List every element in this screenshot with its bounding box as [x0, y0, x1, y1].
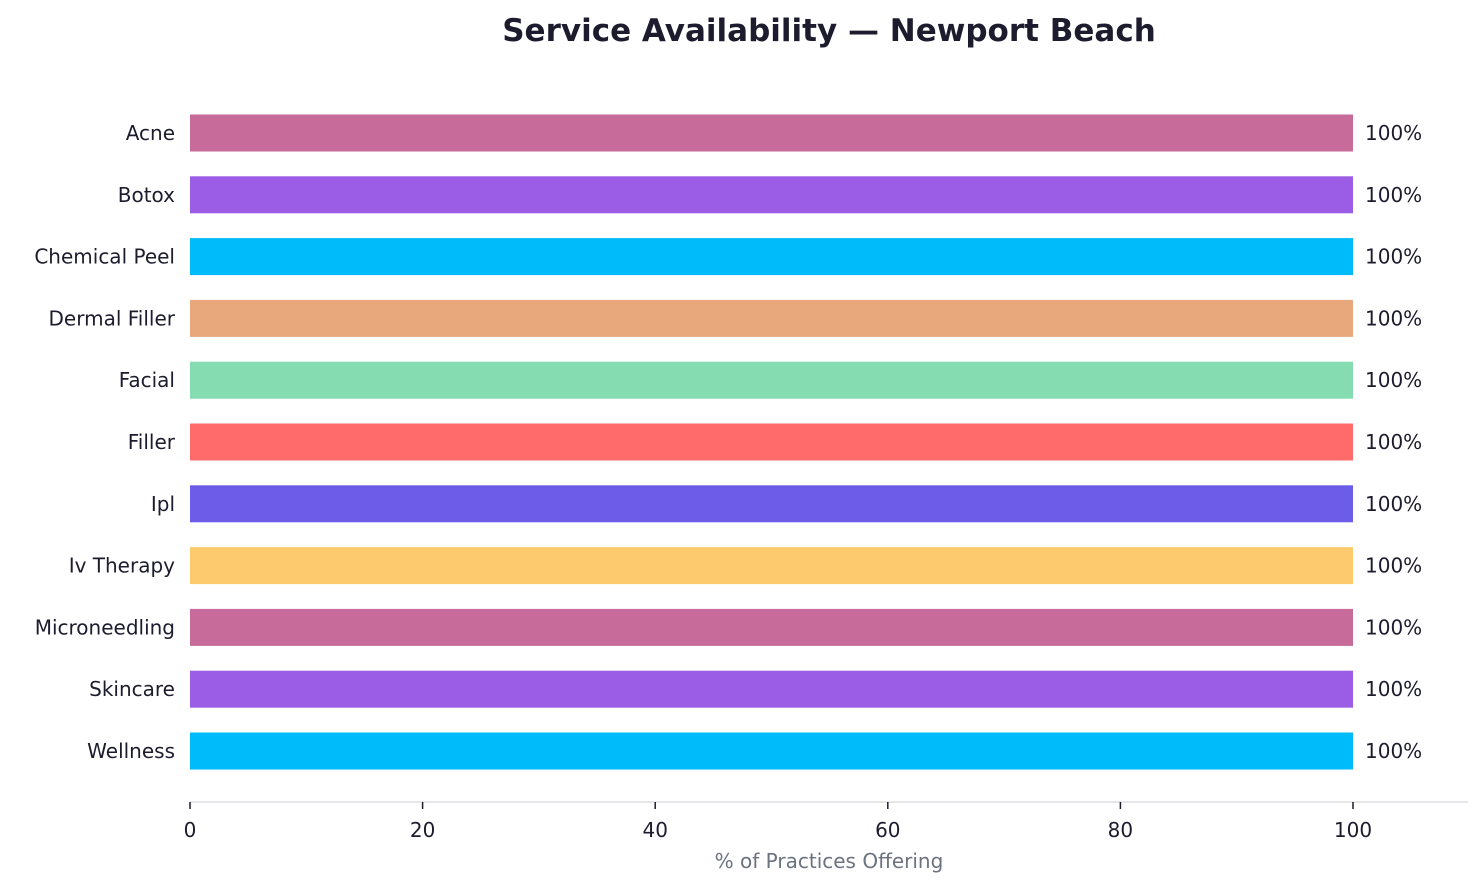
data-label: 100% — [1365, 492, 1422, 516]
y-tick-label: Filler — [128, 430, 176, 454]
bar-chemical-peel — [190, 238, 1353, 276]
data-label: 100% — [1365, 368, 1422, 392]
data-label: 100% — [1365, 121, 1422, 145]
x-tick-label: 40 — [642, 818, 667, 842]
y-tick-label: Skincare — [89, 677, 175, 701]
bar-facial — [190, 361, 1353, 399]
x-tick-label: 20 — [410, 818, 435, 842]
data-label: 100% — [1365, 615, 1422, 639]
data-label: 100% — [1365, 430, 1422, 454]
y-tick-label: Ipl — [151, 492, 175, 516]
x-tick-label: 0 — [184, 818, 197, 842]
bar-ipl — [190, 485, 1353, 523]
y-tick-label: Botox — [118, 183, 175, 207]
bar-botox — [190, 176, 1353, 214]
y-tick-label: Iv Therapy — [69, 554, 175, 578]
x-tick-label: 80 — [1108, 818, 1133, 842]
y-tick-label: Microneedling — [35, 615, 175, 639]
data-label: 100% — [1365, 677, 1422, 701]
y-tick-label: Wellness — [87, 739, 175, 763]
bar-iv-therapy — [190, 547, 1353, 585]
bar-acne — [190, 114, 1353, 152]
x-axis-label: % of Practices Offering — [715, 849, 944, 873]
data-label: 100% — [1365, 554, 1422, 578]
data-label: 100% — [1365, 739, 1422, 763]
x-tick-label: 60 — [875, 818, 900, 842]
y-tick-label: Dermal Filler — [49, 306, 176, 330]
bar-wellness — [190, 732, 1353, 770]
bar-dermal-filler — [190, 299, 1353, 337]
bar-microneedling — [190, 608, 1353, 646]
data-label: 100% — [1365, 245, 1422, 269]
y-tick-label: Acne — [126, 121, 175, 145]
data-label: 100% — [1365, 183, 1422, 207]
bar-filler — [190, 423, 1353, 461]
data-label: 100% — [1365, 306, 1422, 330]
chart-title: Service Availability — Newport Beach — [502, 13, 1156, 49]
x-tick-label: 100 — [1334, 818, 1372, 842]
y-tick-label: Facial — [119, 368, 175, 392]
y-tick-label: Chemical Peel — [34, 245, 175, 269]
bar-skincare — [190, 670, 1353, 708]
